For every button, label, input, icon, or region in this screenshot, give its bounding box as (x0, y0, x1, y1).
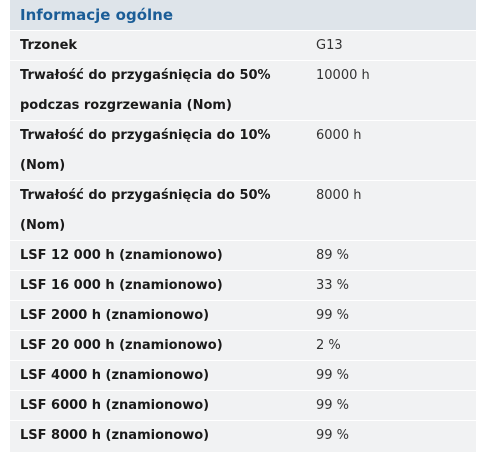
row-value: G13 (316, 38, 343, 53)
table-row: LSF 6000 h (znamionowo) 99 % (10, 390, 476, 420)
row-value: 99 % (316, 308, 350, 323)
table-row: Trzonek G13 (10, 30, 476, 60)
table-row: Trwałość do przygaśnięcia do 50% (Nom) 8… (10, 180, 476, 240)
row-label: Trwałość do przygaśnięcia do 50% podczas… (20, 68, 271, 113)
row-value: 99 % (316, 398, 350, 413)
row-label: Trwałość do przygaśnięcia do 10% (Nom) (20, 128, 271, 173)
table-row: LSF 4000 h (znamionowo) 99 % (10, 360, 476, 390)
row-label: Trzonek (20, 38, 78, 53)
row-value: 99 % (316, 368, 350, 383)
row-label: LSF 6000 h (znamionowo) (20, 398, 210, 413)
table-row: LSF 2000 h (znamionowo) 99 % (10, 300, 476, 330)
row-value: 33 % (316, 278, 350, 293)
table-row: LSF 16 000 h (znamionowo) 33 % (10, 270, 476, 300)
row-value: 2 % (316, 338, 341, 353)
row-value: 99 % (316, 428, 350, 443)
row-label: LSF 12 000 h (znamionowo) (20, 248, 223, 263)
row-value: 6000 h (316, 128, 362, 143)
table-row: LSF 8000 h (znamionowo) 99 % (10, 420, 476, 450)
row-value: 10000 h (316, 68, 370, 83)
row-label: LSF 8000 h (znamionowo) (20, 428, 210, 443)
row-label: Trwałość do przygaśnięcia do 50% (Nom) (20, 188, 271, 233)
row-label: LSF 20 000 h (znamionowo) (20, 338, 223, 353)
row-label: LSF 16 000 h (znamionowo) (20, 278, 223, 293)
section-title: Informacje ogólne (10, 0, 476, 30)
table-row: LSF 20 000 h (znamionowo) 2 % (10, 330, 476, 360)
row-label: LSF 2000 h (znamionowo) (20, 308, 210, 323)
general-info-panel: Informacje ogólne Trzonek G13 Trwałość d… (10, 0, 476, 452)
table-row: Trwałość do przygaśnięcia do 10% (Nom) 6… (10, 120, 476, 180)
row-value: 8000 h (316, 188, 362, 203)
table-row: LSF 12 000 h (znamionowo) 89 % (10, 240, 476, 270)
row-value: 89 % (316, 248, 350, 263)
table-row: Trwałość do przygaśnięcia do 50% podczas… (10, 60, 476, 120)
row-label: LSF 4000 h (znamionowo) (20, 368, 210, 383)
